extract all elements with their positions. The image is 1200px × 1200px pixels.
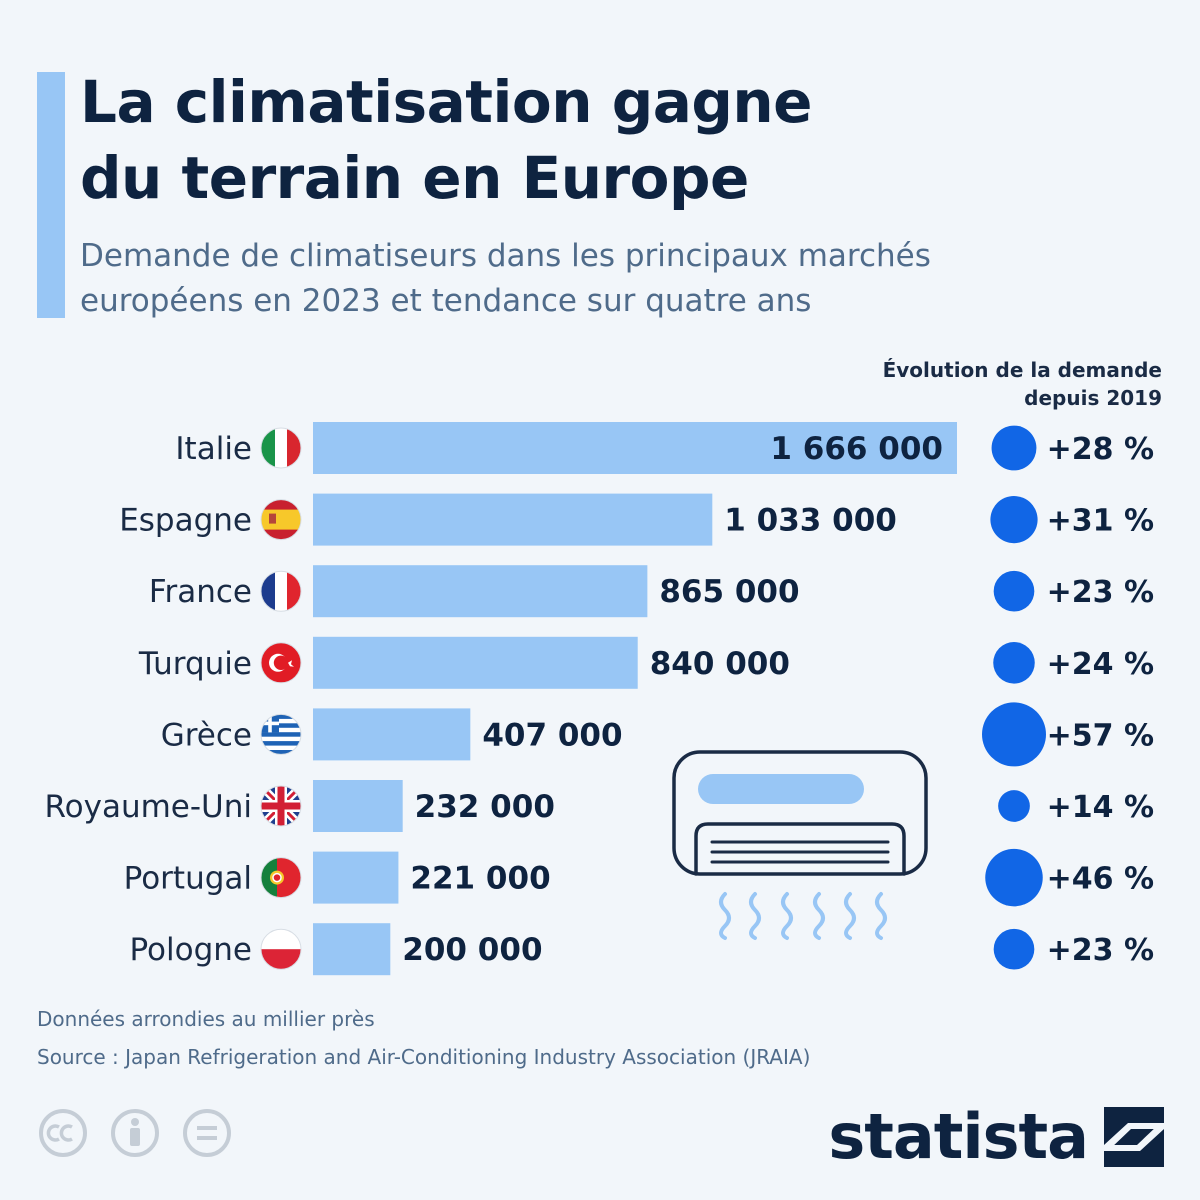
change-bubble xyxy=(982,702,1046,767)
france-flag-icon xyxy=(260,570,302,612)
statista-logo-icon xyxy=(1104,1106,1164,1167)
greece-flag-icon xyxy=(260,713,302,755)
subtitle-line-1: Demande de climatiseurs dans les princip… xyxy=(80,238,931,274)
chart-row: Turquie 840 000 +24 % xyxy=(138,636,1154,689)
change-label: +31 % xyxy=(1047,504,1154,539)
change-bubble xyxy=(990,496,1038,544)
bar[interactable] xyxy=(313,636,638,689)
footnotes: Données arrondies au millier près Source… xyxy=(37,1000,810,1076)
value-label: 840 000 xyxy=(650,646,790,682)
chart-row: Italie 1 666 000 +28 % xyxy=(175,422,1154,474)
change-label: +23 % xyxy=(1047,933,1154,968)
no-derivatives-icon[interactable] xyxy=(183,1109,231,1157)
change-bubble xyxy=(991,425,1037,471)
change-bubble xyxy=(993,642,1035,684)
change-label: +28 % xyxy=(1047,432,1154,467)
attribution-person-icon[interactable] xyxy=(111,1109,159,1157)
evolution-header-line-1: Évolution de la demande xyxy=(882,358,1162,382)
portugal-flag-icon xyxy=(260,857,302,899)
value-label: 1 666 000 xyxy=(770,431,943,467)
change-label: +24 % xyxy=(1047,647,1154,682)
change-label: +14 % xyxy=(1047,790,1154,825)
bar[interactable] xyxy=(313,422,957,474)
chart-row: Grèce 407 000 +57 % xyxy=(161,702,1154,767)
category-label: Royaume-Uni xyxy=(44,789,252,825)
category-label: France xyxy=(149,574,252,610)
evolution-column-header: Évolution de la demande depuis 2019 xyxy=(832,356,1162,412)
category-label: Pologne xyxy=(129,932,252,968)
chart-row: France 865 000 +23 % xyxy=(149,565,1154,618)
value-label: 1 033 000 xyxy=(724,503,897,539)
brand-name: statista xyxy=(828,1100,1089,1173)
change-bubble xyxy=(993,570,1035,612)
change-bubble xyxy=(993,928,1035,970)
bar[interactable] xyxy=(313,708,471,761)
chart-subtitle: Demande de climatiseurs dans les princip… xyxy=(80,234,1170,324)
subtitle-line-2: européens en 2023 et tendance sur quatre… xyxy=(80,283,812,319)
bar[interactable] xyxy=(313,565,648,618)
turkey-flag-icon xyxy=(260,642,302,684)
italy-flag-icon xyxy=(260,427,302,469)
bar[interactable] xyxy=(313,923,391,976)
poland-flag-icon xyxy=(260,928,302,970)
category-label: Turquie xyxy=(138,646,252,682)
statista-logo[interactable]: statista xyxy=(828,1100,1164,1173)
bar-chart: Italie 1 666 000 +28 % Espagne 1 033 000 +31 … xyxy=(44,422,1154,976)
value-label: 407 000 xyxy=(482,717,622,753)
category-label: Espagne xyxy=(119,503,252,539)
title-line-2: du terrain en Europe xyxy=(80,144,749,212)
evolution-header-line-2: depuis 2019 xyxy=(1024,386,1162,410)
air-conditioner-icon xyxy=(672,750,928,940)
rounding-note: Données arrondies au millier près xyxy=(37,1007,375,1031)
value-label: 232 000 xyxy=(415,789,555,825)
creative-commons-icon[interactable] xyxy=(39,1109,87,1157)
value-label: 221 000 xyxy=(410,861,550,897)
change-bubble xyxy=(998,790,1030,822)
category-label: Italie xyxy=(175,431,252,467)
chart-row: Pologne 200 000 +23 % xyxy=(129,923,1154,976)
chart-title: La climatisation gagne du terrain en Euro… xyxy=(80,64,1160,216)
source-note: Source : Japan Refrigeration and Air-Con… xyxy=(37,1045,811,1069)
change-label: +46 % xyxy=(1047,862,1154,897)
bar[interactable] xyxy=(313,780,403,832)
chart-row: Espagne 1 033 000 +31 % xyxy=(119,493,1154,546)
change-bubble xyxy=(985,848,1043,907)
value-label: 200 000 xyxy=(402,932,542,968)
value-label: 865 000 xyxy=(659,574,799,610)
license-icons xyxy=(39,1109,231,1157)
chart-row: Royaume-Uni 232 000 +14 % xyxy=(44,780,1154,832)
category-label: Portugal xyxy=(124,861,252,897)
uk-flag-icon xyxy=(260,785,302,827)
category-label: Grèce xyxy=(161,717,252,753)
spain-flag-icon xyxy=(260,499,302,541)
change-label: +57 % xyxy=(1047,718,1154,753)
title-line-1: La climatisation gagne xyxy=(80,68,813,136)
change-label: +23 % xyxy=(1047,575,1154,610)
chart-row: Portugal 221 000 +46 % xyxy=(124,848,1154,907)
bar[interactable] xyxy=(313,493,713,546)
bar[interactable] xyxy=(313,851,399,904)
accent-bar xyxy=(37,72,65,318)
